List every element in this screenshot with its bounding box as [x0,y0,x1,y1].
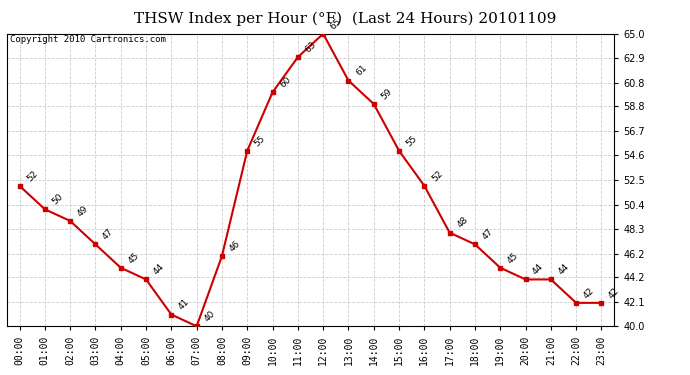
Text: 61: 61 [354,63,368,78]
Text: 63: 63 [304,40,318,54]
Text: 47: 47 [480,227,495,242]
Text: 49: 49 [76,204,90,218]
Text: THSW Index per Hour (°F)  (Last 24 Hours) 20101109: THSW Index per Hour (°F) (Last 24 Hours)… [134,11,556,26]
Text: 65: 65 [328,16,343,31]
Text: 44: 44 [556,262,571,277]
Text: 59: 59 [380,87,394,101]
Text: 42: 42 [582,286,596,300]
Text: 50: 50 [50,192,65,207]
Text: 55: 55 [253,134,267,148]
Text: 45: 45 [506,251,520,265]
Text: 60: 60 [278,75,293,90]
Text: 46: 46 [228,239,242,253]
Text: Copyright 2010 Cartronics.com: Copyright 2010 Cartronics.com [10,35,166,44]
Text: 48: 48 [455,216,470,230]
Text: 55: 55 [404,134,419,148]
Text: 47: 47 [101,227,115,242]
Text: 52: 52 [430,169,444,183]
Text: 52: 52 [25,169,39,183]
Text: 40: 40 [202,309,217,324]
Text: 44: 44 [152,262,166,277]
Text: 45: 45 [126,251,141,265]
Text: 42: 42 [607,286,621,300]
Text: 44: 44 [531,262,545,277]
Text: 41: 41 [177,297,191,312]
